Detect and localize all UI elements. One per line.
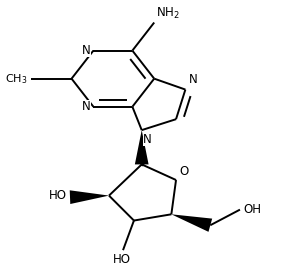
Text: N: N <box>143 133 152 146</box>
Text: N: N <box>82 100 91 113</box>
Text: OH: OH <box>243 203 261 216</box>
Text: HO: HO <box>49 189 67 202</box>
Text: O: O <box>180 164 189 177</box>
Polygon shape <box>70 190 109 204</box>
Text: HO: HO <box>113 253 131 266</box>
Text: CH$_3$: CH$_3$ <box>5 72 28 86</box>
Text: N: N <box>188 73 197 86</box>
Polygon shape <box>171 214 212 232</box>
Text: N: N <box>82 44 91 57</box>
Text: NH$_2$: NH$_2$ <box>156 6 180 21</box>
Polygon shape <box>135 130 149 164</box>
